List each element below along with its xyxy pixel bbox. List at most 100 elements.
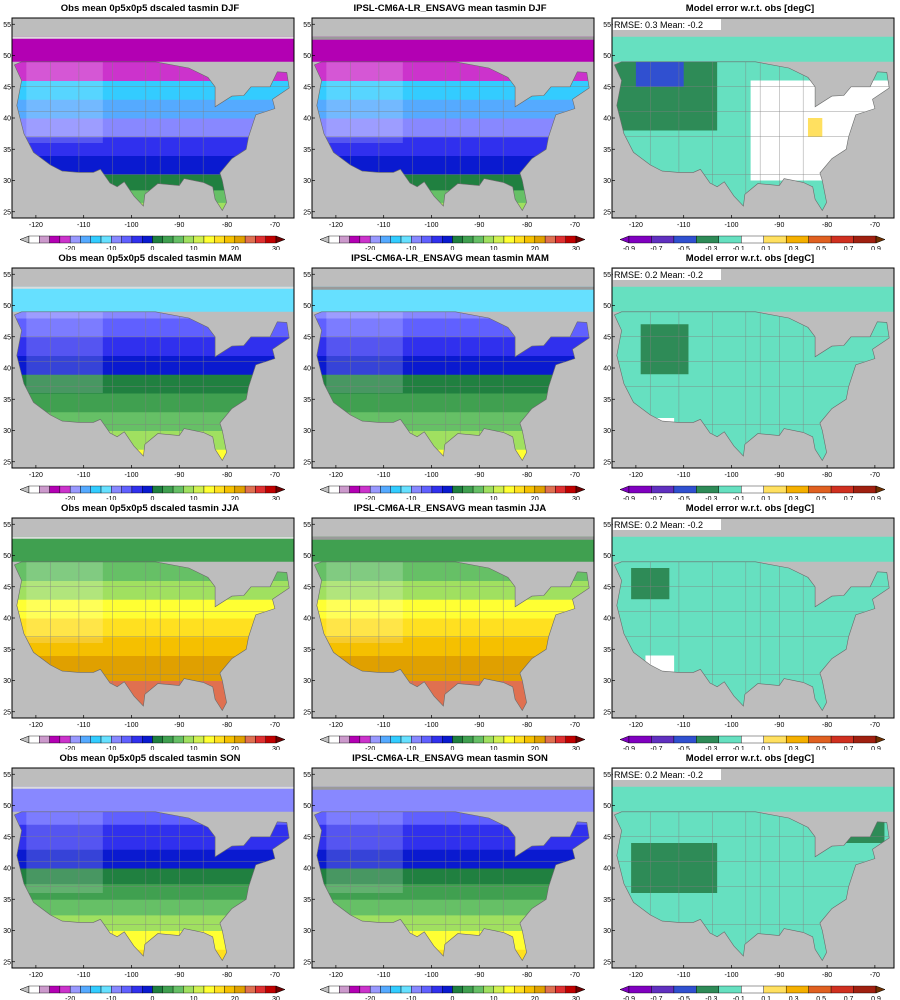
y-tick-label: 45 bbox=[3, 334, 11, 341]
colorbar-box bbox=[853, 485, 877, 494]
colorbar-extend-high bbox=[575, 985, 586, 994]
y-tick-label: 55 bbox=[3, 772, 11, 779]
colorbar-box bbox=[172, 735, 184, 744]
colorbar-box bbox=[741, 735, 764, 744]
map-svg: -120 -110 -100 -90 -80 -70 25 30 35 40 45 50 55 RMSE:… bbox=[603, 17, 895, 250]
colorbar-box bbox=[483, 485, 494, 494]
colorbar-extend-low bbox=[19, 985, 30, 994]
colorbar-box bbox=[224, 485, 236, 494]
y-tick-label: 25 bbox=[603, 709, 611, 716]
colorbar-box bbox=[244, 735, 256, 744]
colorbar-box bbox=[380, 735, 391, 744]
y-tick-label: 55 bbox=[3, 22, 11, 29]
colorbar-box bbox=[483, 235, 494, 244]
colorbar-box bbox=[162, 485, 174, 494]
temperature-band bbox=[314, 636, 590, 656]
y-tick-label: 30 bbox=[603, 928, 611, 935]
colorbar-tick-label: -20 bbox=[365, 746, 375, 750]
colorbar-box bbox=[452, 485, 463, 494]
colorbar-box bbox=[183, 985, 194, 994]
map-panel: -120 -110 -100 -90 -80 -70 25 30 35 40 45 50 55 RMSE:… bbox=[600, 750, 900, 1000]
colorbar-tick-label: 20 bbox=[531, 496, 539, 500]
colorbar-box bbox=[172, 485, 184, 494]
colorbar-tick-label: 0.1 bbox=[761, 996, 771, 1000]
colorbar-box bbox=[69, 485, 81, 494]
obs-domain-edge bbox=[12, 786, 294, 789]
y-tick-label: 50 bbox=[303, 53, 311, 60]
colorbar-box bbox=[214, 735, 225, 744]
colorbar-box bbox=[483, 735, 494, 744]
colorbar-box bbox=[214, 985, 225, 994]
colorbar-box bbox=[741, 985, 764, 994]
colorbar-box bbox=[808, 235, 832, 244]
panel-title: Model error w.r.t. obs [degC] bbox=[685, 3, 815, 14]
colorbar-box bbox=[524, 485, 536, 494]
y-tick-label: 55 bbox=[3, 522, 11, 529]
colorbar-box bbox=[442, 735, 453, 744]
y-tick-label: 50 bbox=[603, 53, 611, 60]
colorbar-box bbox=[534, 735, 546, 744]
y-tick-label: 30 bbox=[303, 678, 311, 685]
y-tick-label: 35 bbox=[3, 647, 11, 654]
colorbar-box bbox=[183, 485, 194, 494]
colorbar-box bbox=[421, 485, 433, 494]
colorbar-box bbox=[472, 985, 484, 994]
colorbar-box bbox=[452, 735, 463, 744]
colorbar-box bbox=[162, 735, 174, 744]
y-tick-label: 45 bbox=[3, 584, 11, 591]
x-tick-label: -80 bbox=[522, 722, 532, 729]
colorbar-extend-high bbox=[575, 485, 586, 494]
colorbar-box bbox=[421, 235, 433, 244]
colorbar-box bbox=[400, 735, 412, 744]
x-tick-label: -80 bbox=[822, 222, 832, 229]
colorbar-box bbox=[28, 985, 40, 994]
colorbar-box bbox=[339, 235, 350, 244]
colorbar-box bbox=[390, 485, 402, 494]
land-outline bbox=[313, 311, 590, 462]
x-tick-label: -110 bbox=[77, 722, 91, 729]
temperature-band bbox=[314, 618, 590, 638]
colorbar-tick-label: 0.9 bbox=[871, 496, 881, 500]
colorbar-tick-label: 0.5 bbox=[816, 746, 826, 750]
colorbar-box bbox=[265, 985, 277, 994]
colorbar-box bbox=[193, 985, 205, 994]
colorbar-box bbox=[544, 485, 556, 494]
colorbar-tick-label: 30 bbox=[272, 746, 280, 750]
panel-title: Obs mean 0p5x0p5 dscaled tasmin SON bbox=[59, 753, 241, 764]
temperature-band bbox=[14, 311, 290, 319]
colorbar-box bbox=[59, 735, 71, 744]
colorbar-tick-label: -0.1 bbox=[733, 496, 745, 500]
colorbar-box bbox=[431, 735, 443, 744]
map-panel: -120 -110 -100 -90 -80 -70 25 30 35 40 45 50 55 RMSE:… bbox=[600, 0, 900, 250]
colorbar-box bbox=[534, 235, 546, 244]
temperature-band bbox=[14, 636, 290, 656]
colorbar-tick-label: -20 bbox=[65, 496, 75, 500]
x-tick-label: -110 bbox=[77, 222, 91, 229]
x-tick-label: -70 bbox=[270, 472, 280, 479]
colorbar-tick-label: -20 bbox=[65, 246, 75, 250]
colorbar-box bbox=[255, 985, 266, 994]
colorbar-box bbox=[339, 735, 350, 744]
colorbar: -20 -10 0 10 20 30 bbox=[319, 485, 586, 500]
colorbar-box bbox=[462, 485, 474, 494]
colorbar-box bbox=[763, 985, 787, 994]
colorbar-tick-label: 30 bbox=[572, 496, 580, 500]
colorbar-box bbox=[696, 735, 720, 744]
colorbar-box bbox=[90, 735, 102, 744]
map-panel: -120 -110 -100 -90 -80 -70 25 30 35 40 45 50 55 -20 -1… bbox=[0, 250, 300, 500]
colorbar-box bbox=[514, 985, 525, 994]
x-tick-label: -80 bbox=[222, 472, 232, 479]
colorbar-box bbox=[121, 985, 133, 994]
colorbar-box bbox=[265, 735, 277, 744]
x-tick-label: -110 bbox=[677, 722, 691, 729]
y-tick-label: 45 bbox=[3, 84, 11, 91]
colorbar-extend-high bbox=[275, 235, 286, 244]
x-tick-label: -100 bbox=[724, 972, 738, 979]
panel-title: IPSL-CM6A-LR_ENSAVG mean tasmin SON bbox=[352, 753, 548, 764]
stats-text: RMSE: 0.3 Mean: -0.2 bbox=[614, 20, 703, 30]
canada-field bbox=[12, 786, 294, 812]
x-tick-label: -110 bbox=[377, 472, 391, 479]
